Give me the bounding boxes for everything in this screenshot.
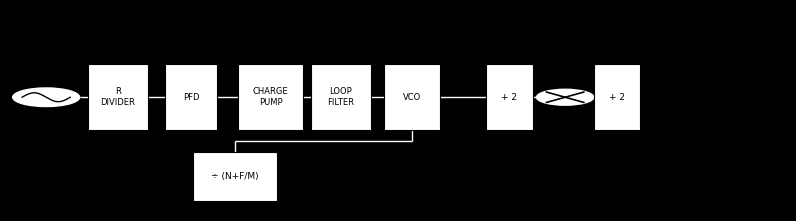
- Text: LOOP
FILTER: LOOP FILTER: [327, 87, 354, 107]
- Circle shape: [537, 89, 594, 105]
- Text: CHARGE
PUMP: CHARGE PUMP: [253, 87, 288, 107]
- Bar: [310, 64, 371, 130]
- Bar: [486, 64, 533, 130]
- Text: + 2: + 2: [501, 93, 517, 102]
- Text: ÷ (N+F/M): ÷ (N+F/M): [211, 172, 259, 181]
- Bar: [384, 64, 440, 130]
- Text: VCO: VCO: [404, 93, 421, 102]
- Text: R
DIVIDER: R DIVIDER: [100, 87, 135, 107]
- Bar: [88, 64, 148, 130]
- Bar: [594, 64, 640, 130]
- Bar: [238, 64, 303, 130]
- Text: PFD: PFD: [183, 93, 199, 102]
- Bar: [166, 64, 217, 130]
- Text: + 2: + 2: [609, 93, 625, 102]
- Circle shape: [13, 88, 80, 107]
- Bar: [193, 152, 277, 201]
